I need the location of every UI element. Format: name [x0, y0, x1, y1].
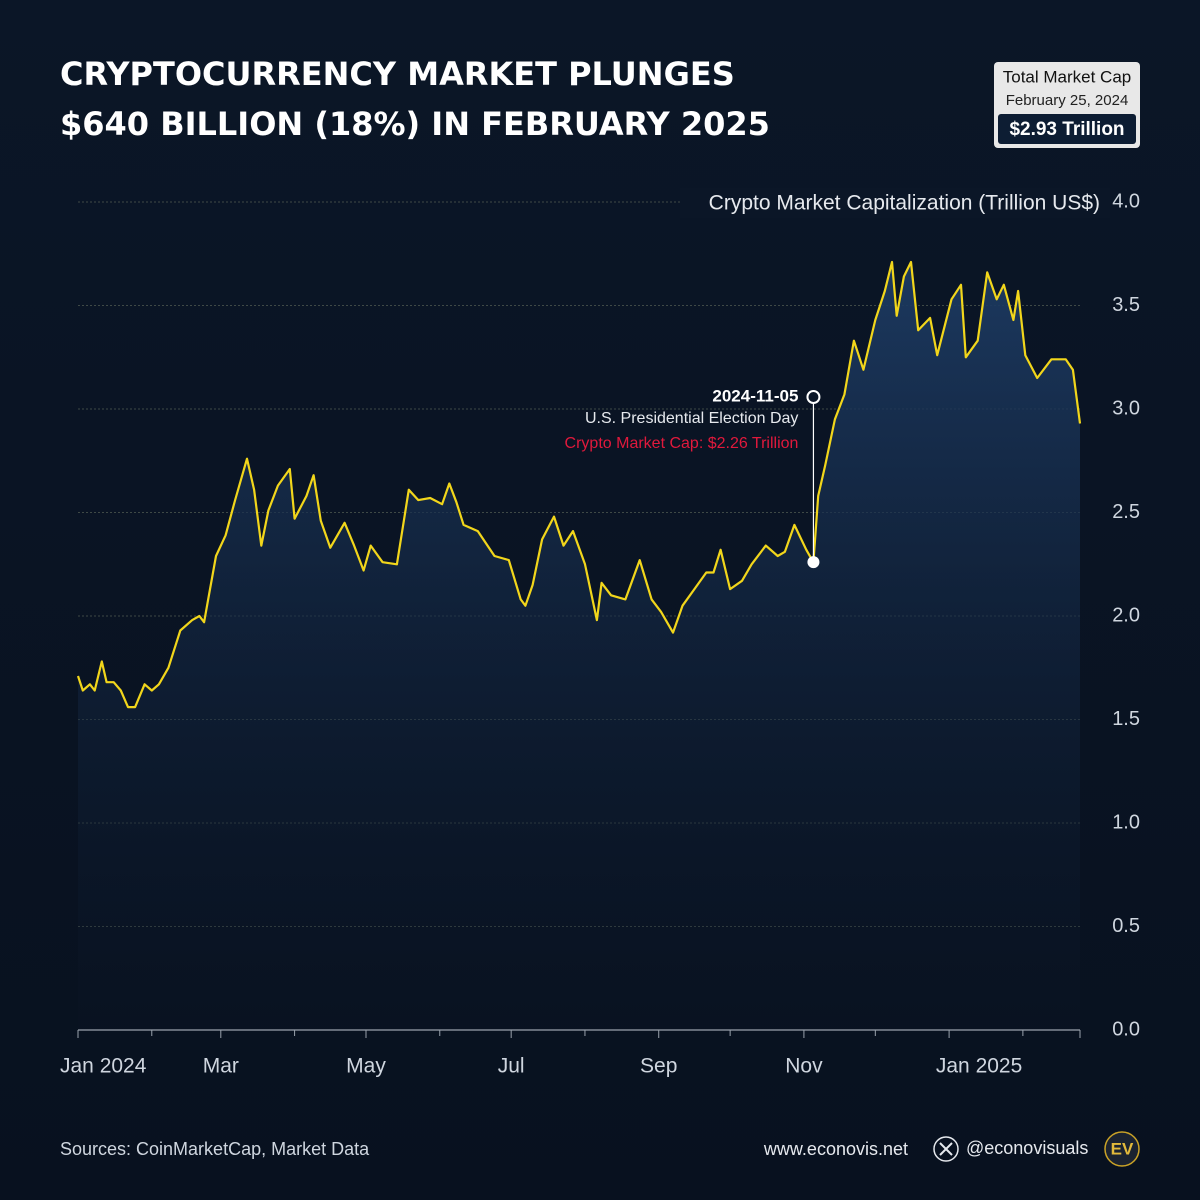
logo-circle — [1104, 1131, 1140, 1167]
sources: Sources: CoinMarketCap, Market Data — [60, 1139, 370, 1159]
y-axis-label: Crypto Market Capitalization (Trillion U… — [709, 192, 1100, 215]
plot-area — [76, 201, 1082, 1038]
callout-value: $2.93 Trillion — [1009, 119, 1124, 140]
line — [76, 260, 1082, 709]
callout-date: February 25, 2024 — [1006, 92, 1129, 109]
callout-title: Total Market Cap — [1003, 67, 1132, 86]
x-tick-label: Mar — [203, 1055, 239, 1078]
y-label-background — [680, 188, 1110, 218]
callout-box: Total Market Cap February 25, 2024 $2.93… — [994, 62, 1140, 148]
x-tick-label: Jan 2025 — [936, 1055, 1022, 1078]
y-tick-label: 2.0 — [1112, 604, 1140, 626]
annotation-date: 2024-11-05 — [712, 386, 798, 405]
handle: @econovisuals — [966, 1138, 1088, 1158]
website: www.econovis.net — [763, 1139, 908, 1159]
area — [78, 262, 1080, 1030]
x-tick-label: Jan 2024 — [60, 1055, 147, 1078]
y-tick-label: 1.5 — [1112, 708, 1140, 730]
y-tick-label: 2.5 — [1112, 501, 1140, 523]
chart-title: CRYPTOCURRENCY MARKET PLUNGES — [60, 55, 735, 93]
x-tick-label: May — [346, 1055, 386, 1078]
x-icon — [933, 1136, 959, 1162]
y-tick-label: 1.0 — [1112, 811, 1140, 833]
y-tick-label: 0.0 — [1112, 1018, 1140, 1040]
annotation-point — [807, 556, 820, 569]
x-tick-label: Nov — [785, 1055, 823, 1078]
y-tick-label: 4.0 — [1112, 190, 1140, 212]
logo: EV — [1111, 1139, 1134, 1158]
x-icon-glyph — [939, 1142, 953, 1156]
y-tick-label: 3.5 — [1112, 294, 1140, 316]
y-tick-label: 0.5 — [1112, 915, 1140, 937]
callout-value-background — [998, 114, 1136, 144]
annotation-text: U.S. Presidential Election Day — [585, 410, 798, 427]
y-tick-label: 3.0 — [1112, 397, 1140, 419]
annotation-anchor — [806, 390, 821, 404]
chart-title: $640 BILLION (18%) IN FEBRUARY 2025 — [60, 105, 770, 143]
annotation-value: Crypto Market Cap: $2.26 Trillion — [565, 435, 799, 452]
x-tick-label: Jul — [498, 1055, 525, 1078]
x-tick-label: Sep — [640, 1055, 677, 1078]
